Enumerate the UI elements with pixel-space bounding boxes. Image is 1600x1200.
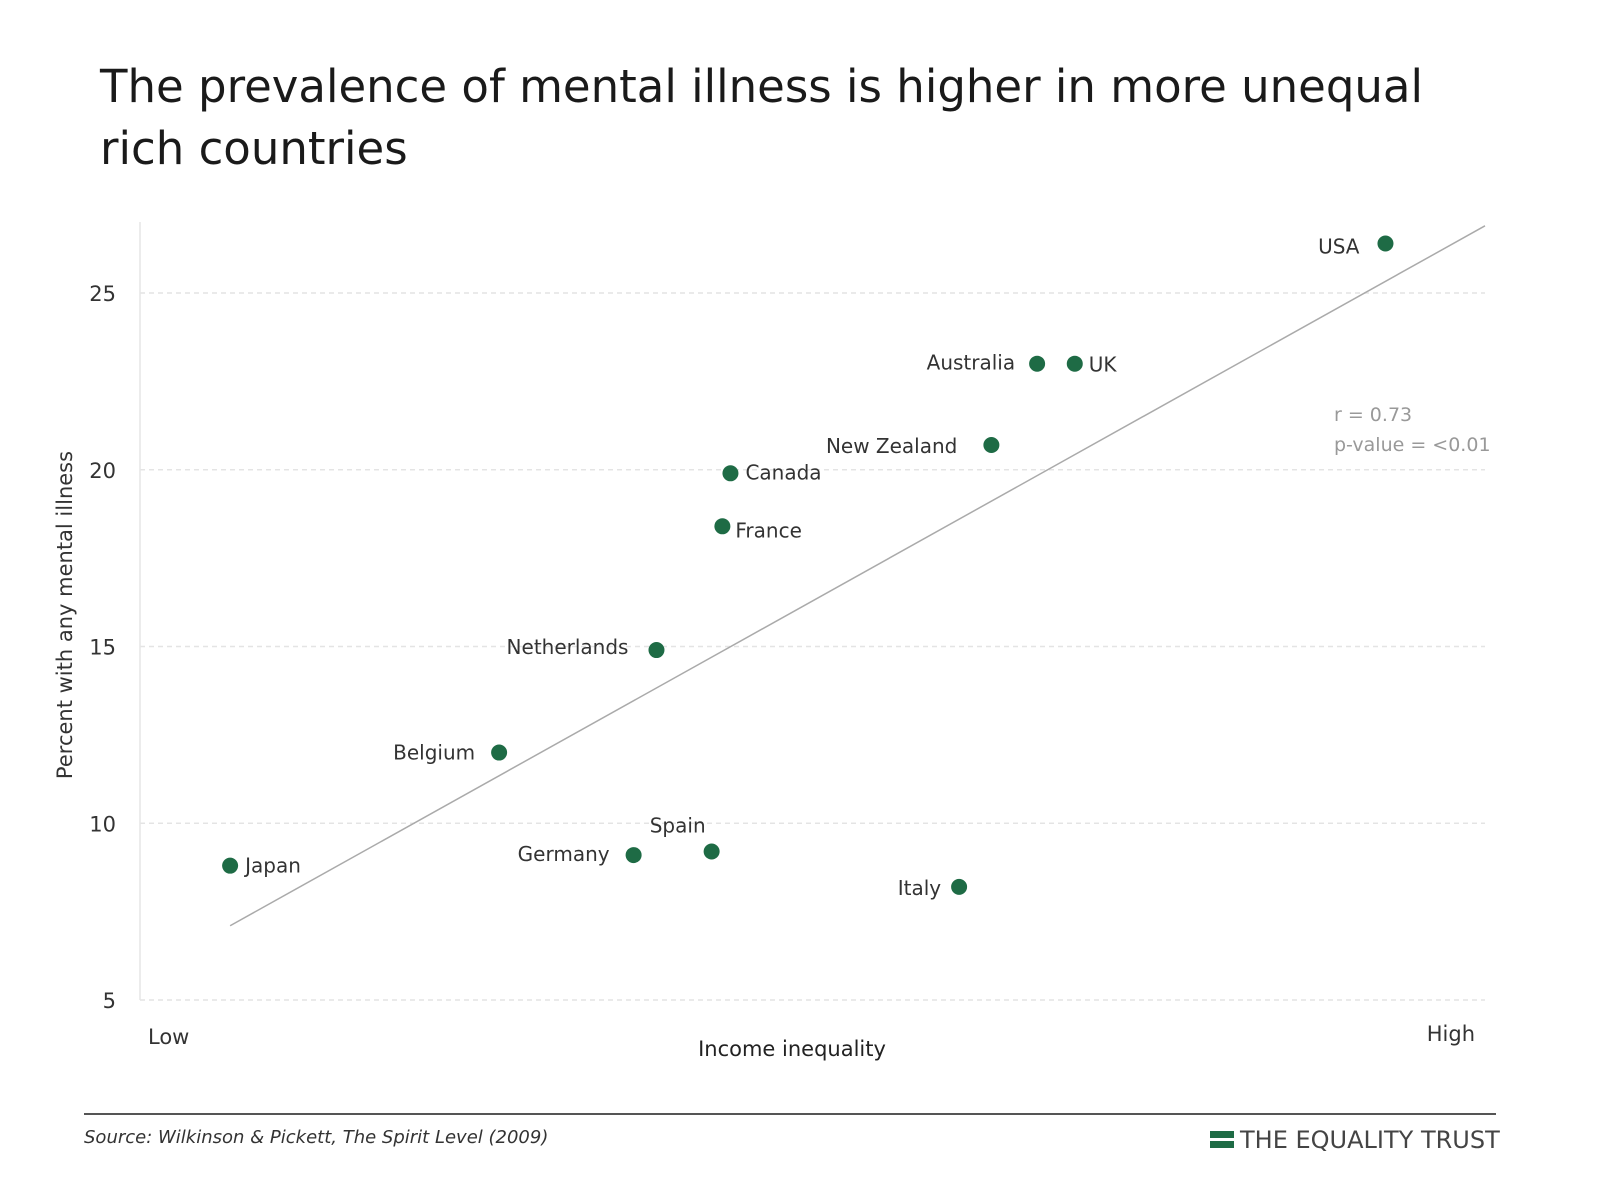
point-japan <box>222 857 239 874</box>
point-label-france: France <box>735 518 802 542</box>
point-label-japan: Japan <box>243 854 301 878</box>
footer-divider <box>84 1113 1496 1115</box>
x-tick-low: Low <box>148 1025 189 1049</box>
brand-logo: THE EQUALITY TRUST <box>1210 1126 1500 1154</box>
point-new-zealand <box>983 437 1000 454</box>
x-tick-high: High <box>1427 1022 1475 1046</box>
point-label-usa: USA <box>1318 235 1360 259</box>
point-australia <box>1029 355 1046 372</box>
point-france <box>714 518 731 535</box>
point-usa <box>1377 235 1394 252</box>
point-belgium <box>491 744 508 761</box>
y-tick-20: 20 <box>89 459 116 483</box>
trend-line <box>229 225 1486 927</box>
point-label-australia: Australia <box>927 351 1015 375</box>
point-germany <box>625 847 642 864</box>
point-label-new-zealand: New Zealand <box>826 434 957 458</box>
point-label-uk: UK <box>1089 353 1118 377</box>
y-tick-15: 15 <box>89 636 116 660</box>
brand-name: THE EQUALITY TRUST <box>1240 1126 1500 1154</box>
chart-title: The prevalence of mental illness is high… <box>100 60 1423 175</box>
y-tick-10: 10 <box>89 812 116 836</box>
point-label-spain: Spain <box>650 814 706 838</box>
source-note: Source: Wilkinson & Pickett, The Spirit … <box>84 1127 549 1148</box>
point-netherlands <box>648 642 665 659</box>
point-label-germany: Germany <box>518 842 610 866</box>
point-italy <box>951 878 968 895</box>
y-tick-25: 25 <box>89 282 116 306</box>
y-tick-5: 5 <box>103 989 116 1013</box>
point-label-belgium: Belgium <box>393 741 475 765</box>
point-spain <box>703 843 720 860</box>
equality-trust-logo-icon <box>1210 1131 1234 1149</box>
point-label-italy: Italy <box>898 876 942 900</box>
r-annotation: r = 0.73 <box>1334 404 1412 426</box>
point-label-netherlands: Netherlands <box>507 635 629 659</box>
point-canada <box>722 465 739 482</box>
p-value-annotation: p-value = <0.01 <box>1334 434 1491 456</box>
point-label-canada: Canada <box>745 460 821 484</box>
point-uk <box>1066 355 1083 372</box>
y-axis-label: Percent with any mental illness <box>53 451 77 779</box>
x-axis-label: Income inequality <box>698 1037 886 1061</box>
